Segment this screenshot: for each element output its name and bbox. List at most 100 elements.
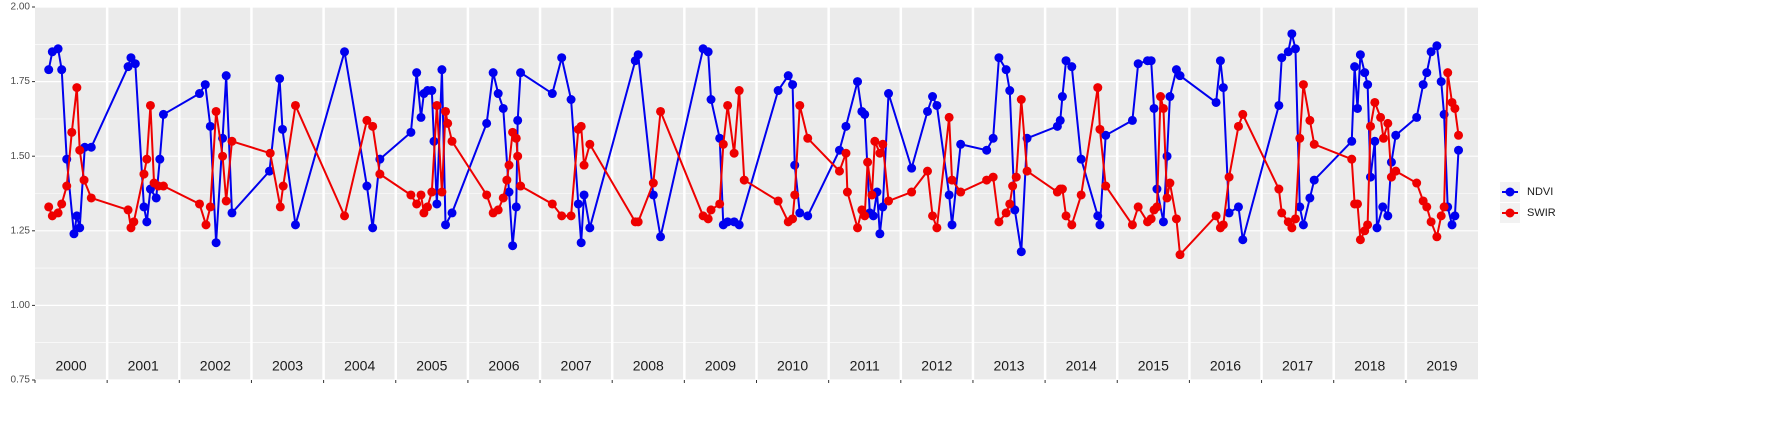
- data-point: [1391, 166, 1401, 176]
- y-tick-label: 0.75: [11, 375, 31, 386]
- data-point: [863, 157, 873, 167]
- data-point: [1363, 220, 1373, 230]
- data-point: [1061, 56, 1071, 66]
- data-point: [205, 202, 215, 212]
- data-point: [907, 187, 917, 197]
- data-point: [151, 193, 161, 203]
- data-point: [1355, 235, 1365, 245]
- data-point: [362, 115, 372, 125]
- data-point: [870, 136, 880, 146]
- data-point: [1290, 44, 1300, 54]
- data-point: [1218, 220, 1228, 230]
- data-point: [72, 211, 82, 221]
- data-point: [878, 202, 888, 212]
- data-point: [1436, 211, 1446, 221]
- facet-label: 2003: [272, 358, 303, 374]
- data-point: [566, 211, 576, 221]
- data-point: [1171, 214, 1181, 224]
- data-point: [982, 145, 992, 155]
- data-point: [922, 166, 932, 176]
- data-point: [427, 86, 437, 96]
- data-point: [1233, 121, 1243, 131]
- data-point: [773, 86, 783, 96]
- data-point: [482, 118, 492, 128]
- data-point: [1309, 175, 1319, 185]
- y-tick-label: 1.75: [11, 76, 31, 87]
- data-point: [44, 202, 54, 212]
- facet-label: 2007: [561, 358, 592, 374]
- data-point: [988, 172, 998, 182]
- data-point: [547, 89, 557, 99]
- data-point: [579, 160, 589, 170]
- data-point: [139, 169, 149, 179]
- data-point: [1165, 92, 1175, 102]
- data-point: [513, 151, 523, 161]
- data-point: [265, 148, 275, 158]
- data-point: [1101, 130, 1111, 140]
- data-point: [1156, 92, 1166, 102]
- data-point: [1274, 184, 1284, 194]
- data-point: [994, 217, 1004, 227]
- data-point: [1224, 172, 1234, 182]
- data-point: [1211, 97, 1221, 107]
- data-point: [1298, 80, 1308, 90]
- data-point: [1067, 220, 1077, 230]
- data-point: [1146, 56, 1156, 66]
- data-point: [783, 71, 793, 81]
- data-point: [406, 127, 416, 137]
- data-point: [447, 136, 457, 146]
- data-point: [205, 121, 215, 131]
- data-point: [1287, 29, 1297, 39]
- data-point: [1370, 97, 1380, 107]
- data-point: [1215, 56, 1225, 66]
- data-point: [511, 202, 521, 212]
- facet-label: 2001: [128, 358, 159, 374]
- data-point: [739, 175, 749, 185]
- data-point: [218, 151, 228, 161]
- data-point: [1022, 166, 1032, 176]
- data-point: [422, 202, 432, 212]
- data-point: [706, 205, 716, 215]
- data-point: [788, 80, 798, 90]
- legend-label: SWIR: [1527, 207, 1556, 219]
- data-point: [432, 100, 442, 110]
- data-point: [129, 217, 139, 227]
- data-point: [195, 89, 205, 99]
- data-point: [557, 211, 567, 221]
- data-point: [406, 190, 416, 200]
- legend-label: NDVI: [1527, 186, 1553, 198]
- data-point: [75, 223, 85, 233]
- data-point: [437, 187, 447, 197]
- data-point: [142, 217, 152, 227]
- data-point: [803, 211, 813, 221]
- data-point: [62, 181, 72, 191]
- data-point: [703, 214, 713, 224]
- data-point: [441, 220, 451, 230]
- data-point: [1175, 71, 1185, 81]
- data-point: [1347, 136, 1357, 146]
- data-point: [1391, 130, 1401, 140]
- data-point: [412, 199, 422, 209]
- data-point: [498, 193, 508, 203]
- data-point: [158, 109, 168, 119]
- data-point: [275, 202, 285, 212]
- facet-label: 2008: [633, 358, 664, 374]
- data-point: [290, 100, 300, 110]
- data-point: [1436, 77, 1446, 87]
- data-point: [86, 193, 96, 203]
- data-point: [1418, 80, 1428, 90]
- data-point: [44, 65, 54, 75]
- data-point: [1422, 68, 1432, 78]
- data-point: [576, 238, 586, 248]
- data-point: [795, 208, 805, 218]
- data-point: [1439, 202, 1449, 212]
- data-point: [72, 83, 82, 93]
- data-point: [994, 53, 1004, 63]
- data-point: [795, 100, 805, 110]
- data-point: [1432, 41, 1442, 51]
- facet-label: 2009: [705, 358, 736, 374]
- data-point: [1450, 211, 1460, 221]
- data-point: [790, 190, 800, 200]
- data-point: [1363, 80, 1373, 90]
